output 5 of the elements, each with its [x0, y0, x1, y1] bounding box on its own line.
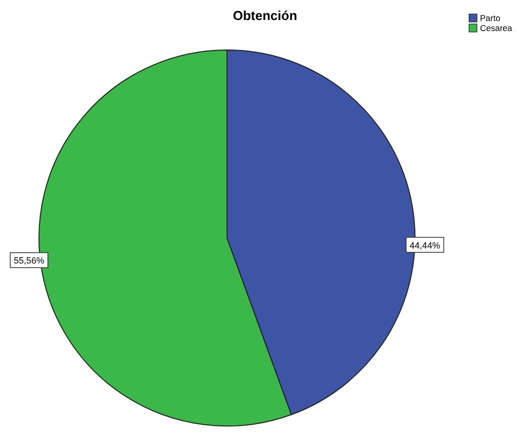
legend-label: Cesarea	[480, 23, 512, 33]
data-label: 44,44%	[410, 240, 440, 250]
legend-label: Parto	[480, 13, 501, 23]
data-label: 55,56%	[14, 256, 44, 266]
chart-title: Obtención	[232, 8, 298, 23]
